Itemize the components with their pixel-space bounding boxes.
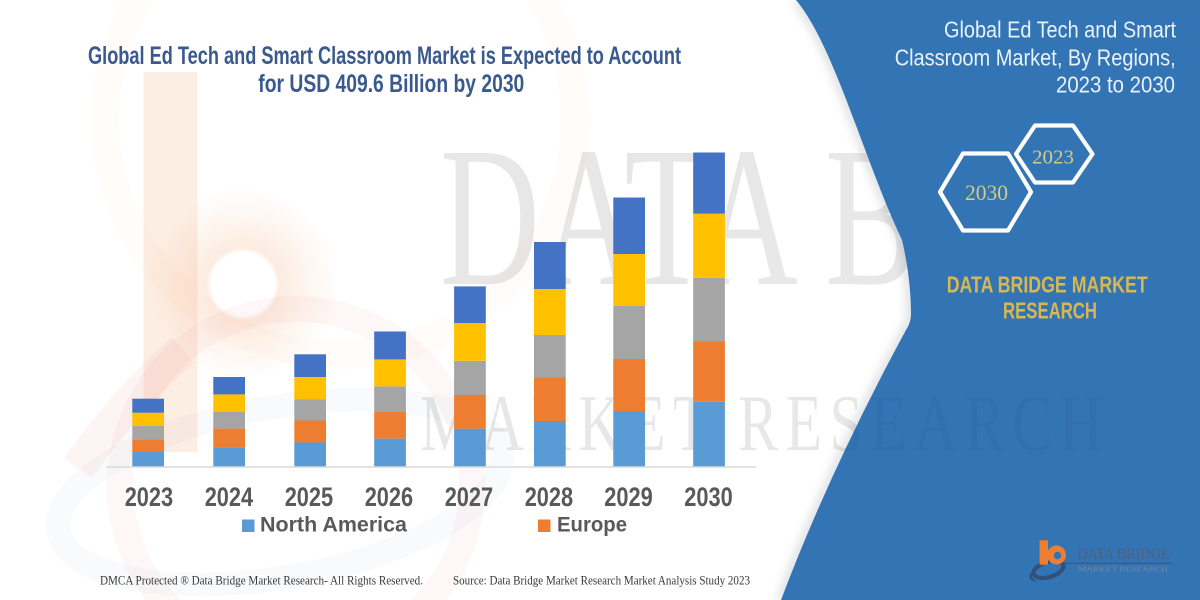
svg-text:2029: 2029 <box>604 482 653 512</box>
svg-text:2023 to 2030: 2023 to 2030 <box>1056 72 1175 98</box>
svg-text:MARKET RESEARCH: MARKET RESEARCH <box>1078 566 1168 574</box>
svg-text:RESEARCH: RESEARCH <box>1003 298 1097 324</box>
svg-text:2026: 2026 <box>365 482 414 512</box>
svg-text:Global Ed Tech and Smart Class: Global Ed Tech and Smart Classroom Marke… <box>88 42 681 70</box>
svg-text:2027: 2027 <box>445 482 494 512</box>
svg-text:North America: North America <box>260 514 407 537</box>
svg-text:2030: 2030 <box>965 180 1008 205</box>
svg-text:2030: 2030 <box>684 482 733 512</box>
svg-text:Source: Data Bridge Market Res: Source: Data Bridge Market Research Mark… <box>453 574 750 588</box>
svg-text:DMCA Protected ® Data Bridge M: DMCA Protected ® Data Bridge Market Rese… <box>100 574 423 588</box>
svg-text:Classroom Market, By Regions,: Classroom Market, By Regions, <box>895 45 1176 71</box>
svg-text:2024: 2024 <box>205 482 254 512</box>
svg-text:for USD 409.6 Billion by 2030: for USD 409.6 Billion by 2030 <box>258 70 524 98</box>
svg-text:DATA BRIDGE: DATA BRIDGE <box>440 107 1200 328</box>
svg-text:Global Ed Tech and Smart: Global Ed Tech and Smart <box>944 17 1176 43</box>
svg-text:DATA BRIDGE MARKET: DATA BRIDGE MARKET <box>947 272 1148 298</box>
svg-text:DATA BRIDGE: DATA BRIDGE <box>1078 546 1170 563</box>
svg-text:2023: 2023 <box>125 482 174 512</box>
svg-text:2023: 2023 <box>1032 147 1074 169</box>
svg-text:MARKET RESEARCH: MARKET RESEARCH <box>420 380 1110 468</box>
svg-text:Europe: Europe <box>557 514 627 537</box>
svg-text:2028: 2028 <box>525 482 574 512</box>
svg-text:2025: 2025 <box>285 482 334 512</box>
